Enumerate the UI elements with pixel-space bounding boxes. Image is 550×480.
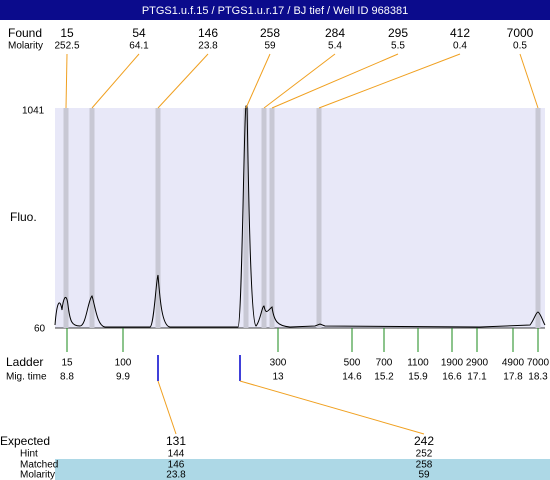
expected-label: Hint [20, 449, 38, 460]
ladder-size: 500 [344, 358, 361, 369]
peak-link [263, 53, 336, 109]
title-bar [0, 0, 550, 20]
expected-link [239, 380, 425, 435]
peak-band [63, 108, 69, 328]
peak-size: 15 [60, 26, 74, 40]
peak-band [535, 108, 541, 328]
expected-size: 131 [166, 434, 186, 448]
peak-molarity: 23.8 [198, 41, 218, 52]
peak-link [245, 53, 271, 109]
ladder-size: 4900 [502, 358, 525, 369]
ladder-sublabel: Mig. time [6, 372, 47, 383]
peak-molarity: 0.5 [513, 41, 527, 52]
plot-area [55, 108, 545, 328]
ladder-size: 300 [270, 358, 287, 369]
matched-molarity: 59 [418, 470, 430, 480]
found-label: Found [8, 26, 42, 40]
peak-size: 54 [132, 26, 146, 40]
ladder-size: 15 [61, 358, 73, 369]
ladder-label: Ladder [6, 355, 43, 369]
peak-band [261, 108, 267, 328]
peak-band [243, 108, 249, 328]
matched: 258 [416, 460, 433, 471]
matched: 146 [168, 460, 185, 471]
ladder-size: 1900 [441, 358, 464, 369]
matched-band [55, 459, 550, 480]
ladder-time: 15.9 [408, 372, 428, 383]
ladder-size: 100 [115, 358, 132, 369]
expected-label: Molarity [20, 470, 55, 480]
peak-molarity: 64.1 [129, 41, 149, 52]
peak-band [89, 108, 95, 328]
peak-link [91, 53, 140, 109]
peak-band [155, 108, 161, 328]
expected-label: Expected [0, 434, 50, 448]
ladder-size: 700 [376, 358, 393, 369]
ladder-time: 15.2 [374, 372, 394, 383]
peak-molarity: 5.5 [391, 41, 405, 52]
peak-band [269, 108, 275, 328]
matched-molarity: 23.8 [166, 470, 186, 480]
hint: 144 [168, 449, 185, 460]
ladder-size: 7000 [527, 358, 550, 369]
found-sublabel: Molarity [8, 41, 43, 52]
expected-label: Matched [20, 460, 58, 471]
peak-link [65, 53, 68, 109]
peak-size: 258 [260, 26, 280, 40]
ladder-time: 13 [272, 372, 284, 383]
title: PTGS1.u.f.15 / PTGS1.u.r.17 / BJ tief / … [142, 5, 408, 17]
peak-size: 412 [450, 26, 470, 40]
ladder-time: 17.1 [467, 372, 487, 383]
peak-size: 284 [325, 26, 345, 40]
peak-link [318, 53, 461, 109]
peak-link [519, 53, 539, 109]
ladder-time: 14.6 [342, 372, 362, 383]
peak-molarity: 5.4 [328, 41, 342, 52]
peak-molarity: 252.5 [54, 41, 79, 52]
ladder-time: 9.9 [116, 372, 130, 383]
peak-size: 295 [388, 26, 408, 40]
peak-size: 7000 [507, 26, 534, 40]
ladder-size: 1100 [407, 358, 429, 369]
ladder-time: 8.8 [60, 372, 74, 383]
trace [54, 105, 546, 328]
peak-molarity: 0.4 [453, 41, 467, 52]
expected-size: 242 [414, 434, 434, 448]
axis-top: 1041 [22, 106, 45, 117]
expected-link [157, 380, 177, 435]
peak-molarity: 59 [264, 41, 276, 52]
peak-band [316, 108, 322, 328]
peak-link [157, 53, 209, 109]
ladder-time: 16.6 [442, 372, 462, 383]
axis-label: Fluo. [10, 210, 37, 224]
ladder-time: 17.8 [503, 372, 523, 383]
hint: 252 [416, 449, 433, 460]
ladder-size: 2900 [466, 358, 489, 369]
axis-bottom: 60 [34, 324, 46, 335]
peak-size: 146 [198, 26, 218, 40]
peak-link [271, 53, 399, 109]
ladder-time: 18.3 [528, 372, 548, 383]
